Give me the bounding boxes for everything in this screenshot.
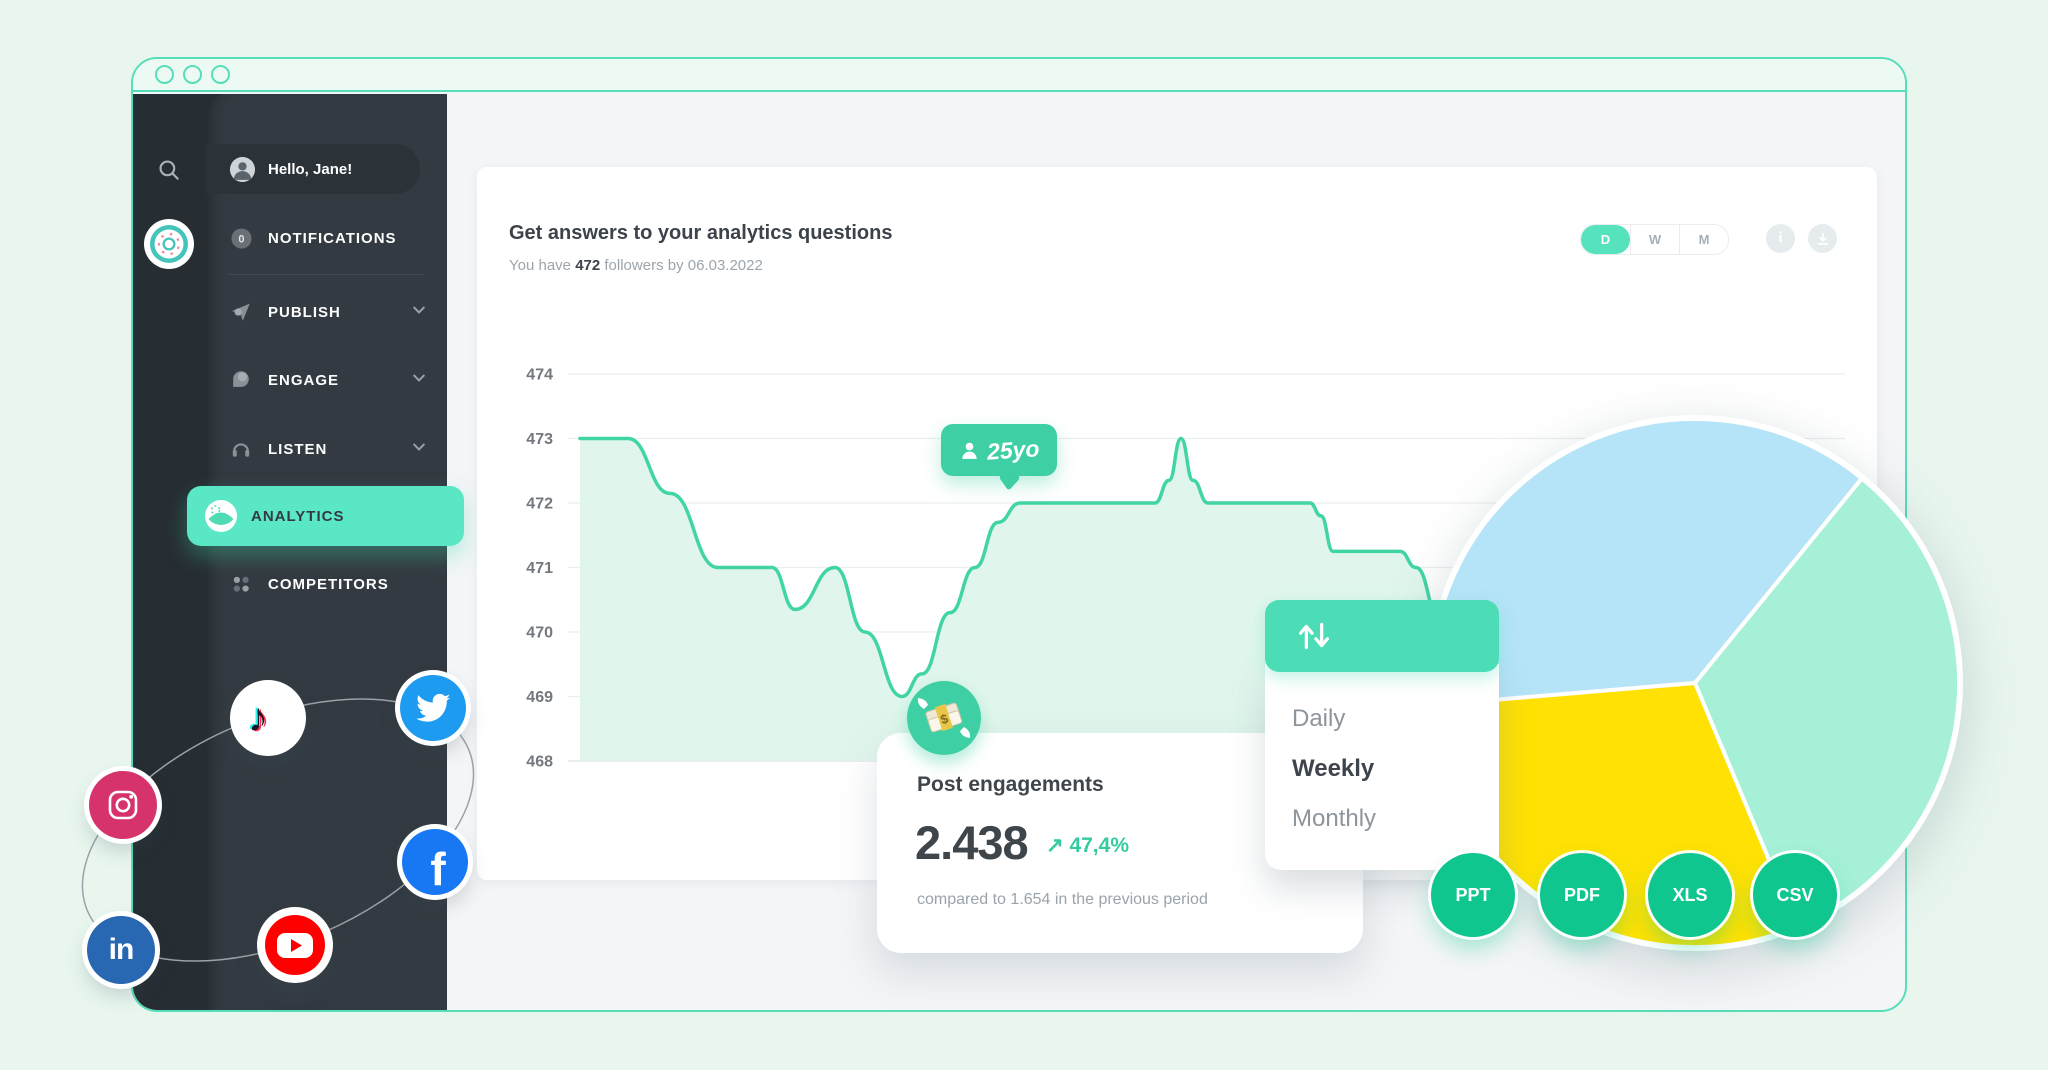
sidebar-item-label: ENGAGE xyxy=(268,371,340,389)
engagement-title: Post engagements xyxy=(917,773,1104,796)
sidebar-item-label: ANALYTICS xyxy=(251,507,345,525)
money-with-wings-icon: $ xyxy=(907,681,981,755)
grid-dots-icon xyxy=(229,573,253,595)
svg-text:472: 472 xyxy=(526,496,553,513)
range-option-w[interactable]: W xyxy=(1630,225,1679,254)
svg-text:473: 473 xyxy=(526,431,553,448)
window-control-dot[interactable] xyxy=(155,65,174,84)
engagement-note: compared to 1.654 in the previous period xyxy=(917,891,1208,908)
sidebar-item-label: COMPETITORS xyxy=(268,575,389,593)
sidebar-divider xyxy=(228,274,424,275)
sidebar-item-label: PUBLISH xyxy=(268,303,341,321)
sidebar-item-engage[interactable]: ENGAGE xyxy=(206,350,447,410)
browser-titlebar xyxy=(133,59,1905,92)
export-csv-button[interactable]: CSV xyxy=(1753,853,1837,937)
sidebar-item-listen[interactable]: LISTEN xyxy=(206,419,447,479)
sidebar-item-label: LISTEN xyxy=(268,440,328,458)
linkedin-icon[interactable]: in xyxy=(87,916,155,984)
sidebar-item-publish[interactable]: PUBLISH xyxy=(206,282,447,342)
download-icon[interactable] xyxy=(1808,224,1837,253)
linkedin-in-glyph: in xyxy=(108,933,135,966)
info-icon[interactable]: i xyxy=(1766,224,1795,253)
dropdown-item-monthly[interactable]: Monthly xyxy=(1292,805,1377,832)
chevron-down-icon xyxy=(411,302,427,323)
repeat-icon xyxy=(1298,622,1330,650)
chevron-down-icon xyxy=(411,370,427,391)
dropdown-menu: Daily Weekly Monthly xyxy=(1265,664,1499,870)
facebook-f-glyph: f xyxy=(430,843,446,895)
search-icon[interactable] xyxy=(156,157,182,188)
instagram-icon[interactable] xyxy=(89,771,157,839)
subtitle-suffix: followers by 06.03.2022 xyxy=(600,257,763,274)
age-tooltip: 25yo xyxy=(941,424,1057,476)
audience-pie-chart xyxy=(1427,415,1963,951)
headphones-icon xyxy=(229,438,253,460)
paper-plane-icon xyxy=(229,301,253,323)
sidebar-item-analytics[interactable]: ANALYTICS xyxy=(187,486,464,546)
twitter-icon[interactable] xyxy=(400,675,466,741)
speech-bubble-icon xyxy=(229,369,253,391)
window-control-dot[interactable] xyxy=(183,65,202,84)
range-option-d[interactable]: D xyxy=(1581,225,1630,254)
user-greeting[interactable]: Hello, Jane! xyxy=(206,144,420,194)
sidebar: Hello, Jane! 0 NOTIFICATIONS PUBLISH ENGAGE… xyxy=(133,94,464,1010)
svg-text:470: 470 xyxy=(526,625,553,642)
tiktok-glyph: ♪ xyxy=(248,696,268,740)
svg-text:474: 474 xyxy=(526,367,553,384)
notification-badge-icon: 0 xyxy=(229,227,253,250)
period-dropdown: Daily Weekly Monthly xyxy=(1265,600,1499,870)
chevron-down-icon xyxy=(411,439,427,460)
person-icon xyxy=(962,442,977,459)
up-arrow-icon: ↗ xyxy=(1046,834,1064,857)
pie-slice-mint[interactable] xyxy=(1693,476,1962,929)
dropdown-header[interactable] xyxy=(1265,600,1499,672)
tooltip-label: 25yo xyxy=(985,434,1041,465)
followers-count: 472 xyxy=(575,257,601,274)
delta-percent: 47,4% xyxy=(1069,834,1129,857)
dropdown-item-daily[interactable]: Daily xyxy=(1292,705,1346,732)
engagement-delta: ↗ 47,4% xyxy=(1046,833,1129,858)
window-control-dot[interactable] xyxy=(211,65,230,84)
app-logo-donut xyxy=(143,218,195,275)
tiktok-icon[interactable]: ♪ ♪ ♪ xyxy=(230,680,306,756)
page-title: Get answers to your analytics questions xyxy=(509,222,893,244)
youtube-icon[interactable] xyxy=(257,907,333,983)
sidebar-item-competitors[interactable]: COMPETITORS xyxy=(206,554,447,614)
subtitle-prefix: You have xyxy=(509,257,576,274)
sidebar-item-notifications[interactable]: 0 NOTIFICATIONS xyxy=(206,208,447,268)
dropdown-item-weekly[interactable]: Weekly xyxy=(1292,755,1375,782)
followers-area-chart: 474 473 472 471 470 469 468 xyxy=(526,367,1845,771)
svg-text:471: 471 xyxy=(526,560,553,577)
sidebar-item-label: NOTIFICATIONS xyxy=(268,229,397,247)
export-ppt-button[interactable]: PPT xyxy=(1431,853,1515,937)
avatar xyxy=(230,156,255,182)
facebook-icon[interactable]: f xyxy=(402,829,468,895)
engagement-value: 2.438 xyxy=(915,816,1029,869)
svg-text:468: 468 xyxy=(526,754,553,771)
range-option-m[interactable]: M xyxy=(1679,225,1728,254)
svg-text:469: 469 xyxy=(526,689,553,706)
export-pdf-button[interactable]: PDF xyxy=(1540,853,1624,937)
greeting-text: Hello, Jane! xyxy=(268,160,353,178)
export-xls-button[interactable]: XLS xyxy=(1648,853,1732,937)
svg-text:0: 0 xyxy=(238,233,244,245)
page-subtitle: You have 472 followers by 06.03.2022 xyxy=(509,257,763,274)
pie-chart-icon xyxy=(204,499,238,533)
